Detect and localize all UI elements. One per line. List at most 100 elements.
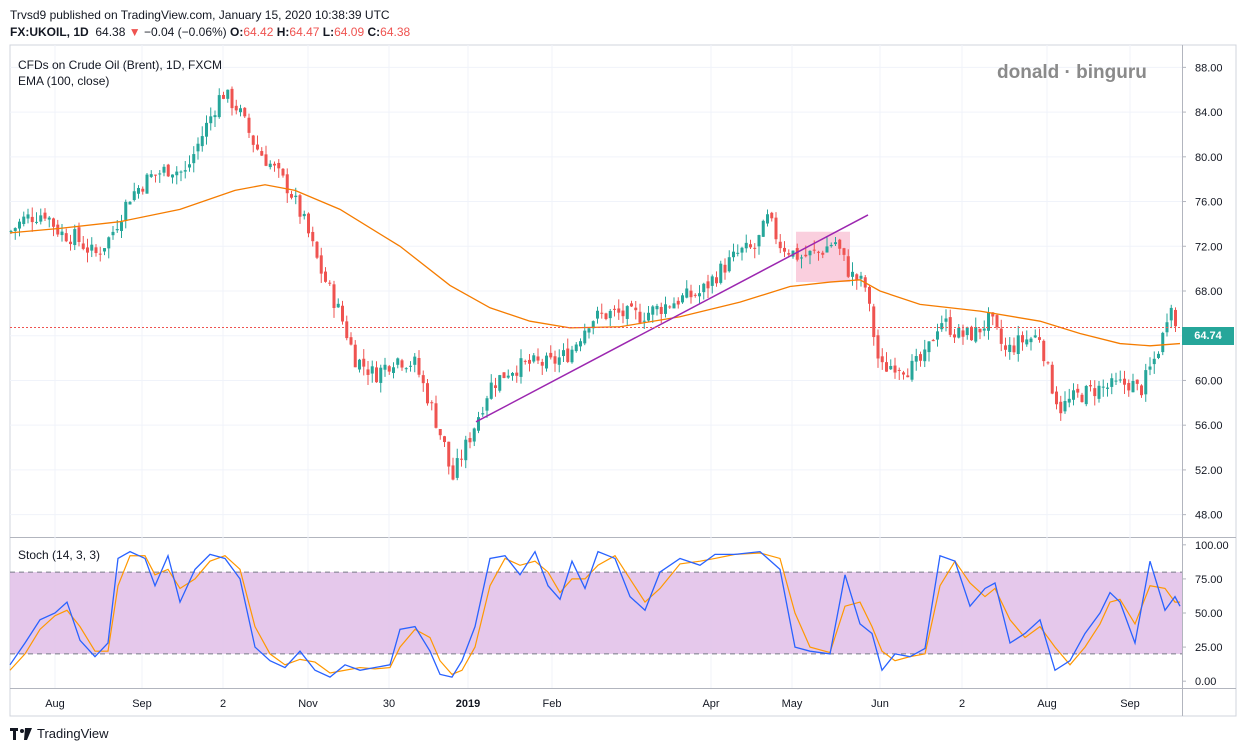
candle-body — [659, 306, 663, 315]
candle-body — [396, 358, 400, 365]
candle-body — [800, 257, 803, 259]
candle-body — [528, 359, 531, 364]
candle-body — [1042, 340, 1046, 362]
candle-body — [1123, 378, 1126, 385]
stoch-tick-label: 50.00 — [1195, 608, 1223, 620]
candle-body — [791, 250, 795, 257]
candle-body — [47, 217, 51, 220]
candle-body — [889, 365, 893, 370]
candle-body — [332, 284, 336, 308]
candle-body — [821, 252, 825, 255]
candle-body — [596, 310, 599, 319]
candle-body — [217, 95, 221, 118]
candle-body — [1131, 381, 1135, 393]
candle-body — [73, 229, 77, 246]
candle-body — [443, 436, 446, 443]
candle-body — [638, 311, 642, 323]
candle-body — [511, 372, 514, 376]
candle-body — [64, 233, 68, 242]
publish-line: Trvsd9 published on TradingView.com, Jan… — [10, 8, 390, 22]
candle-body — [52, 218, 55, 227]
candle-body — [426, 383, 429, 404]
candle-body — [545, 355, 548, 369]
candle-body — [698, 293, 701, 297]
y-tick-label: 68.00 — [1195, 286, 1223, 298]
candle-body — [672, 303, 676, 309]
candle-body — [923, 349, 927, 362]
candle-body — [1025, 339, 1029, 345]
x-tick-label: May — [782, 698, 803, 710]
candle-body — [834, 242, 837, 245]
candle-body — [307, 213, 310, 234]
candle-body — [489, 382, 493, 399]
candle-body — [1033, 335, 1037, 338]
candle-body — [613, 308, 616, 310]
candle-body — [171, 174, 174, 178]
x-tick-label: Nov — [298, 698, 318, 710]
y-tick-label: 84.00 — [1195, 107, 1223, 119]
candle-body — [1072, 390, 1075, 400]
candle-body — [30, 216, 34, 223]
candle-body — [128, 201, 132, 205]
candle-body — [86, 247, 89, 253]
candle-body — [523, 360, 527, 362]
candle-body — [43, 212, 47, 219]
stoch-tick-label: 100.00 — [1195, 540, 1229, 552]
candle-body — [230, 88, 234, 109]
candle-body — [120, 222, 123, 231]
candle-body — [634, 307, 638, 311]
candle-body — [409, 365, 412, 367]
candle-body — [927, 341, 931, 353]
candle-body — [566, 348, 570, 362]
x-tick-label: 30 — [383, 698, 395, 710]
candle-body — [56, 224, 60, 235]
candle-body — [183, 170, 187, 172]
candle-body — [817, 251, 820, 253]
candle-body — [205, 122, 208, 137]
current-price-badge: 64.74 — [1182, 327, 1234, 345]
chart-title: CFDs on Crude Oil (Brent), 1D, FXCM — [18, 58, 223, 72]
tradingview-logo-icon — [10, 727, 32, 740]
candle-body — [868, 286, 871, 304]
candle-body — [710, 276, 714, 286]
candle-body — [1055, 391, 1058, 405]
candle-body — [1021, 335, 1024, 343]
stoch-k-line — [9, 550, 1181, 678]
candle-body — [247, 117, 251, 133]
candle-body — [222, 94, 225, 99]
candle-body — [1076, 388, 1080, 393]
candle-body — [744, 242, 748, 249]
candle-body — [842, 248, 846, 255]
candle-body — [379, 367, 383, 383]
candle-body — [1148, 366, 1152, 370]
candle-body — [931, 339, 935, 342]
x-tick-label: 2 — [220, 698, 226, 710]
candle-body — [375, 367, 378, 383]
candle-body — [651, 306, 655, 315]
low-value: 64.09 — [334, 25, 365, 39]
candle-body — [506, 375, 510, 378]
candle-body — [749, 244, 752, 248]
candle-body — [451, 465, 455, 480]
candle-body — [438, 429, 442, 436]
high-value: 64.47 — [289, 25, 320, 39]
candle-body — [846, 256, 850, 277]
candle-body — [715, 277, 718, 284]
candle-body — [213, 115, 217, 118]
candle-body — [1046, 362, 1050, 364]
candle-body — [200, 136, 204, 147]
candle-body — [273, 163, 276, 166]
candle-body — [107, 237, 111, 249]
candle-body — [1067, 398, 1071, 403]
candle-body — [880, 356, 884, 363]
stoch-tick-label: 75.00 — [1195, 574, 1223, 586]
candle-body — [35, 221, 38, 223]
candle-body — [502, 372, 506, 378]
candle-body — [668, 306, 672, 308]
candle-body — [298, 195, 302, 217]
candle-body — [804, 254, 808, 257]
candle-body — [587, 328, 591, 333]
candle-body — [1089, 385, 1092, 387]
candle-body — [1169, 307, 1173, 321]
